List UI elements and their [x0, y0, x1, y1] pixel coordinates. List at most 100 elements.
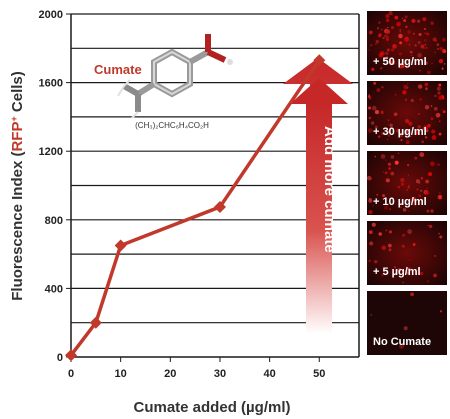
fluorescent-cell: [419, 271, 424, 276]
fluorescent-cell: [381, 131, 385, 136]
fluorescent-cell: [387, 162, 392, 166]
fluorescent-cell: [387, 123, 390, 126]
fluorescent-cell: [387, 243, 392, 248]
fluorescent-cell: [385, 29, 391, 34]
fluorescent-cell: [391, 26, 394, 29]
fluorescent-cell: [385, 159, 387, 161]
fluorescent-cell: [416, 19, 421, 23]
fluorescent-cell: [383, 205, 388, 210]
fluorescent-cell: [408, 210, 410, 212]
data-point: [114, 239, 127, 252]
fluorescent-cell: [370, 44, 373, 47]
fluorescent-cell: [439, 235, 443, 239]
fluorescent-cell: [424, 104, 430, 110]
microscopy-panel: + 50 µg/ml: [367, 11, 447, 75]
panel-background: [367, 151, 447, 215]
fluorescent-cell: [408, 258, 411, 261]
panel-label: + 5 µg/ml: [373, 266, 421, 278]
fluorescent-cell: [425, 190, 430, 195]
fluorescent-cell: [424, 32, 426, 34]
fluorescent-cell: [438, 120, 441, 123]
fluorescent-cell: [428, 172, 433, 177]
microscopy-panel: + 30 µg/ml: [367, 81, 447, 145]
data-point: [313, 54, 326, 67]
fluorescent-cell: [406, 271, 410, 275]
fluorescent-cell: [371, 67, 375, 71]
fluorescent-cell: [444, 13, 446, 15]
fluorescent-cell: [412, 32, 415, 35]
microscopy-panel: No Cumate: [367, 291, 447, 355]
fluorescent-cell: [398, 64, 403, 69]
fluorescent-cell: [390, 60, 396, 66]
fluorescent-cell: [411, 54, 413, 57]
fluorescent-cell: [386, 138, 389, 141]
microscopy-panels: + 50 µg/ml + 30 µg/ml + 10 µg/ml + 5 µg/ml N…: [366, 11, 447, 355]
fluorescent-cell: [368, 259, 371, 263]
fluorescent-cell: [415, 131, 419, 135]
fluorescent-cell: [429, 224, 433, 229]
fluorescent-cell: [417, 52, 422, 58]
fluorescent-cell: [390, 171, 395, 176]
fluorescent-cell: [431, 129, 436, 134]
fluorescent-cell: [373, 81, 377, 85]
fluorescent-cell: [380, 110, 384, 115]
fluorescent-cell: [397, 152, 400, 155]
fluorescent-cell: [400, 182, 405, 186]
fluorescent-cell: [388, 134, 390, 137]
x-tick-label: 10: [115, 368, 127, 380]
fluorescent-cell: [402, 281, 404, 284]
fluorescent-cell: [431, 62, 433, 65]
fluorescent-cell: [410, 98, 414, 103]
fluorescent-cell: [417, 125, 421, 129]
fluorescent-cell: [409, 135, 412, 138]
fluorescent-cell: [431, 135, 437, 140]
fluorescent-cell: [388, 11, 393, 15]
fluorescent-cell: [426, 32, 430, 36]
fluorescent-cell: [436, 86, 441, 91]
fluorescent-cell: [374, 110, 380, 115]
fluorescent-cell: [424, 43, 427, 46]
fluorescent-cell: [400, 177, 405, 183]
fluorescent-cell: [407, 30, 411, 34]
fluorescent-cell: [404, 98, 408, 101]
fluorescent-cell: [405, 129, 410, 133]
fluorescent-cell: [411, 18, 416, 23]
fluorescent-cell: [386, 48, 390, 52]
microscopy-panel: + 5 µg/ml: [367, 221, 447, 285]
fluorescent-cell: [433, 273, 437, 278]
fluorescent-cell: [427, 124, 431, 128]
fluorescent-cell: [422, 17, 427, 22]
fluorescent-cell: [403, 84, 408, 90]
panel-background: [367, 291, 447, 355]
fluorescent-cell: [381, 245, 386, 251]
fluorescent-cell: [382, 194, 386, 198]
add-more-arrow-body: [306, 104, 332, 334]
fluorescent-cell: [380, 28, 383, 31]
x-tick-labels: 0 10 20 30 40 50: [68, 357, 325, 380]
axes: [70, 14, 360, 358]
fluorescent-cell: [368, 209, 373, 215]
fluorescent-cell: [437, 163, 440, 166]
fluorescent-cell: [382, 171, 385, 173]
fluorescent-cell: [416, 188, 419, 191]
fluorescent-cell: [432, 37, 437, 42]
molecule-label: Cumate: [94, 62, 142, 77]
y-axis-title: Fluorescence Index (RFP+ Cells): [9, 71, 26, 301]
x-tick-label: 0: [68, 368, 74, 380]
fluorescent-cell: [434, 255, 436, 257]
fluorescent-cell: [407, 82, 409, 85]
fluorescent-cell: [388, 167, 391, 170]
fluorescent-cell: [435, 112, 441, 118]
fluorescent-cell: [389, 123, 393, 127]
y-tick-label: 1600: [39, 78, 63, 90]
fluorescent-cell: [433, 106, 438, 111]
fluorescent-cell: [370, 121, 375, 125]
fluorescent-cell: [443, 63, 446, 65]
fluorescent-cell: [381, 274, 384, 277]
fluorescent-cell: [401, 244, 405, 248]
fluorescent-cell: [443, 51, 445, 54]
fluorescent-cell: [397, 268, 402, 272]
fluorescent-cell: [426, 187, 428, 190]
x-tick-label: 30: [214, 368, 226, 380]
fluorescent-cell: [384, 171, 388, 175]
